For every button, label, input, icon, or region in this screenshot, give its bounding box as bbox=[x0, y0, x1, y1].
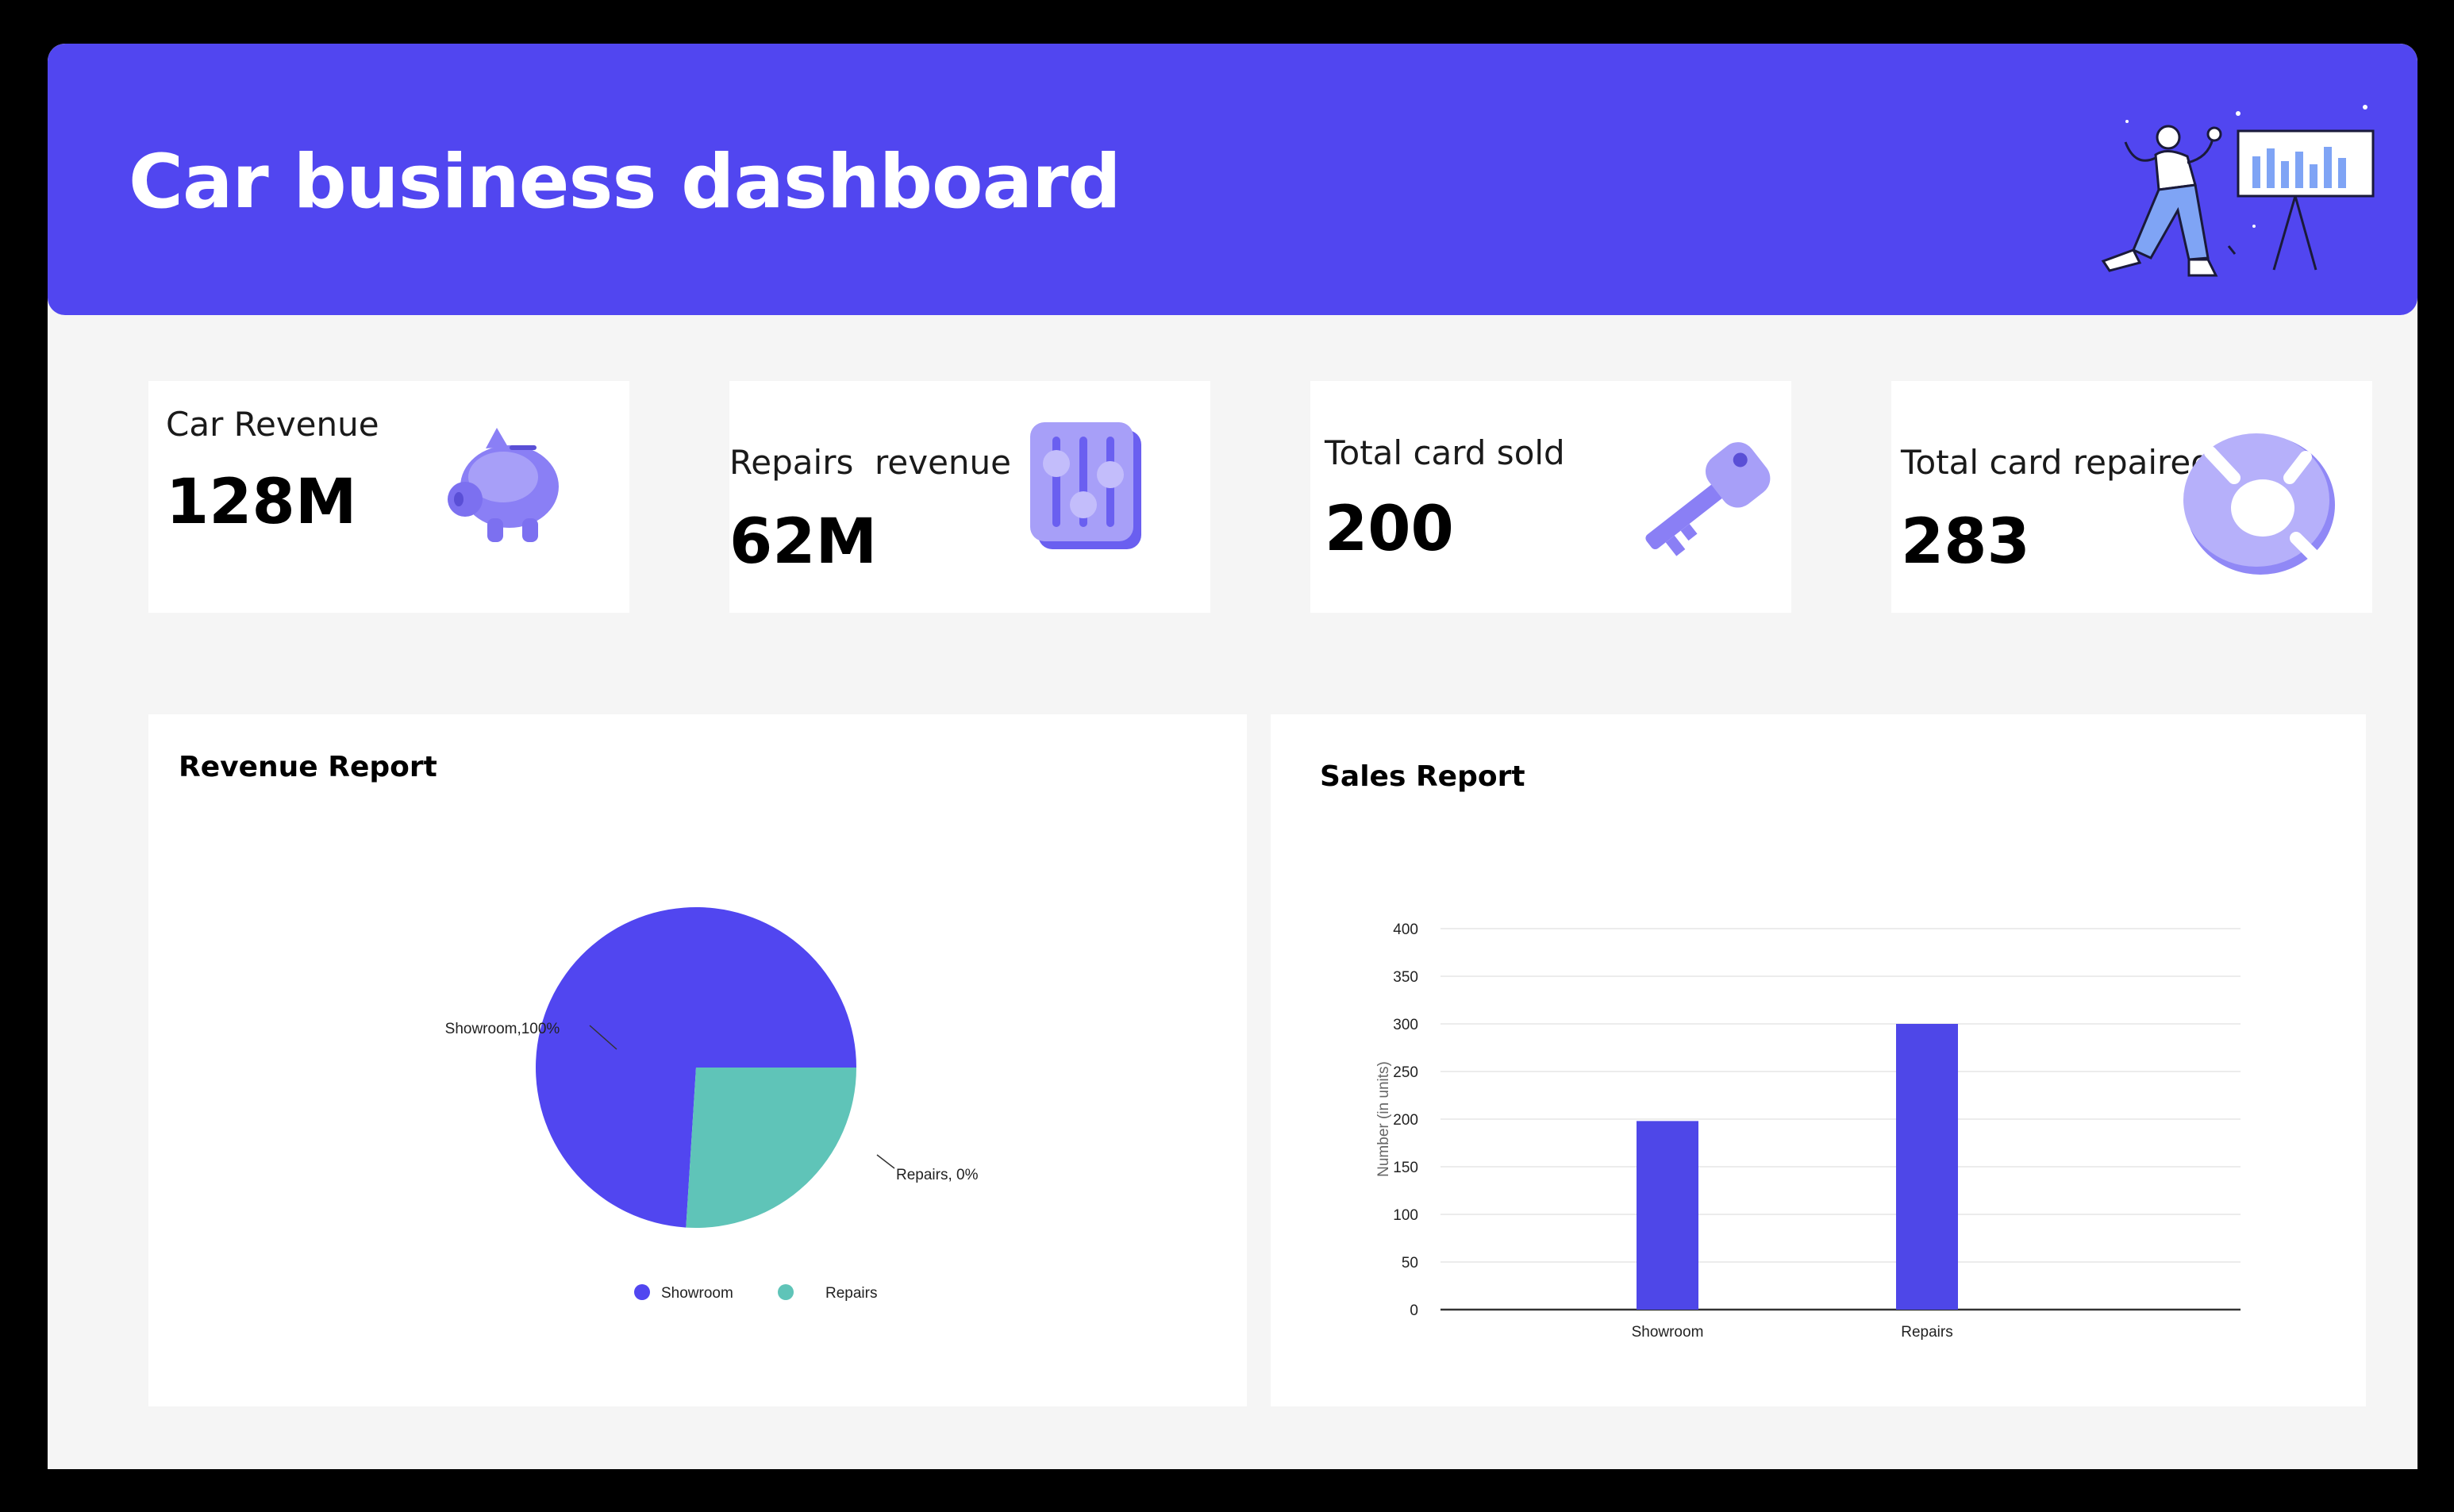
key-icon bbox=[1645, 442, 1771, 556]
y-tick-label: 50 bbox=[1402, 1255, 1418, 1272]
dashboard-screen: Car business dashboard bbox=[48, 44, 2417, 1469]
pie-slice-repairs bbox=[686, 1068, 856, 1228]
stat-value: 62M bbox=[729, 506, 878, 578]
sales-bar-chart: 0 50 100 150 200 250 300 350 400 Number (in units… bbox=[1375, 921, 2241, 1341]
bar-repairs bbox=[1896, 1024, 1958, 1310]
pie-slice-showroom bbox=[536, 906, 856, 1228]
stat-label: Total card sold bbox=[1325, 433, 1565, 472]
sales-report-panel: Sales Report 0 50 100 150 200 250 300 350 400 Num… bbox=[1271, 714, 2366, 1406]
y-tick-label: 100 bbox=[1393, 1207, 1418, 1224]
bar-showroom bbox=[1637, 1121, 1698, 1310]
stat-value: 200 bbox=[1325, 494, 1454, 565]
car-revenue-card: Car Revenue 128M bbox=[148, 381, 629, 613]
stat-label: Repairs revenue bbox=[729, 443, 1012, 482]
total-sold-card: Total card sold 200 bbox=[1310, 381, 1791, 613]
page-title: Car business dashboard bbox=[129, 139, 1121, 225]
y-axis-label: Number (in units) bbox=[1375, 1061, 1392, 1177]
y-tick-label: 200 bbox=[1393, 1112, 1418, 1129]
y-tick-label: 400 bbox=[1393, 921, 1418, 938]
panel-title: Sales Report bbox=[1320, 760, 1525, 793]
piggy-bank-icon bbox=[448, 428, 559, 542]
pie-data-label: Repairs, 0% bbox=[896, 1167, 979, 1183]
stat-value: 283 bbox=[1901, 506, 2030, 578]
pie-leader-line bbox=[876, 1154, 895, 1169]
lifebuoy-icon bbox=[2183, 433, 2335, 575]
x-tick-label: Showroom bbox=[1632, 1324, 1704, 1341]
y-tick-label: 300 bbox=[1393, 1017, 1418, 1033]
y-tick-label: 250 bbox=[1393, 1064, 1418, 1081]
revenue-pie-chart: Showroom,100% Repairs, 0% Showroom Repairs bbox=[445, 906, 979, 1302]
presenter-illustration bbox=[2101, 105, 2375, 277]
legend-label: Repairs bbox=[825, 1285, 877, 1302]
stat-value: 128M bbox=[166, 467, 357, 538]
total-repaired-card: Total card repaired 283 bbox=[1891, 381, 2372, 613]
y-tick-label: 150 bbox=[1393, 1160, 1418, 1176]
stat-label: Car Revenue bbox=[166, 405, 379, 444]
sliders-icon bbox=[1030, 422, 1141, 549]
y-tick-label: 350 bbox=[1393, 969, 1418, 986]
revenue-report-panel: Revenue Report Showroom,100% Repairs, 0% S… bbox=[148, 714, 1247, 1406]
panel-title: Revenue Report bbox=[179, 751, 437, 783]
legend-swatch-showroom bbox=[634, 1284, 650, 1300]
legend-swatch-repairs bbox=[778, 1284, 794, 1300]
y-tick-label: 0 bbox=[1410, 1302, 1418, 1319]
pie-data-label: Showroom,100% bbox=[445, 1021, 560, 1037]
header-banner: Car business dashboard bbox=[48, 44, 2417, 315]
stat-label: Total card repaired bbox=[1901, 443, 2212, 482]
x-tick-label: Repairs bbox=[1901, 1324, 1952, 1341]
legend-label: Showroom bbox=[661, 1285, 733, 1302]
pie-leader-line bbox=[589, 1025, 617, 1050]
repairs-revenue-card: Repairs revenue 62M bbox=[729, 381, 1210, 613]
